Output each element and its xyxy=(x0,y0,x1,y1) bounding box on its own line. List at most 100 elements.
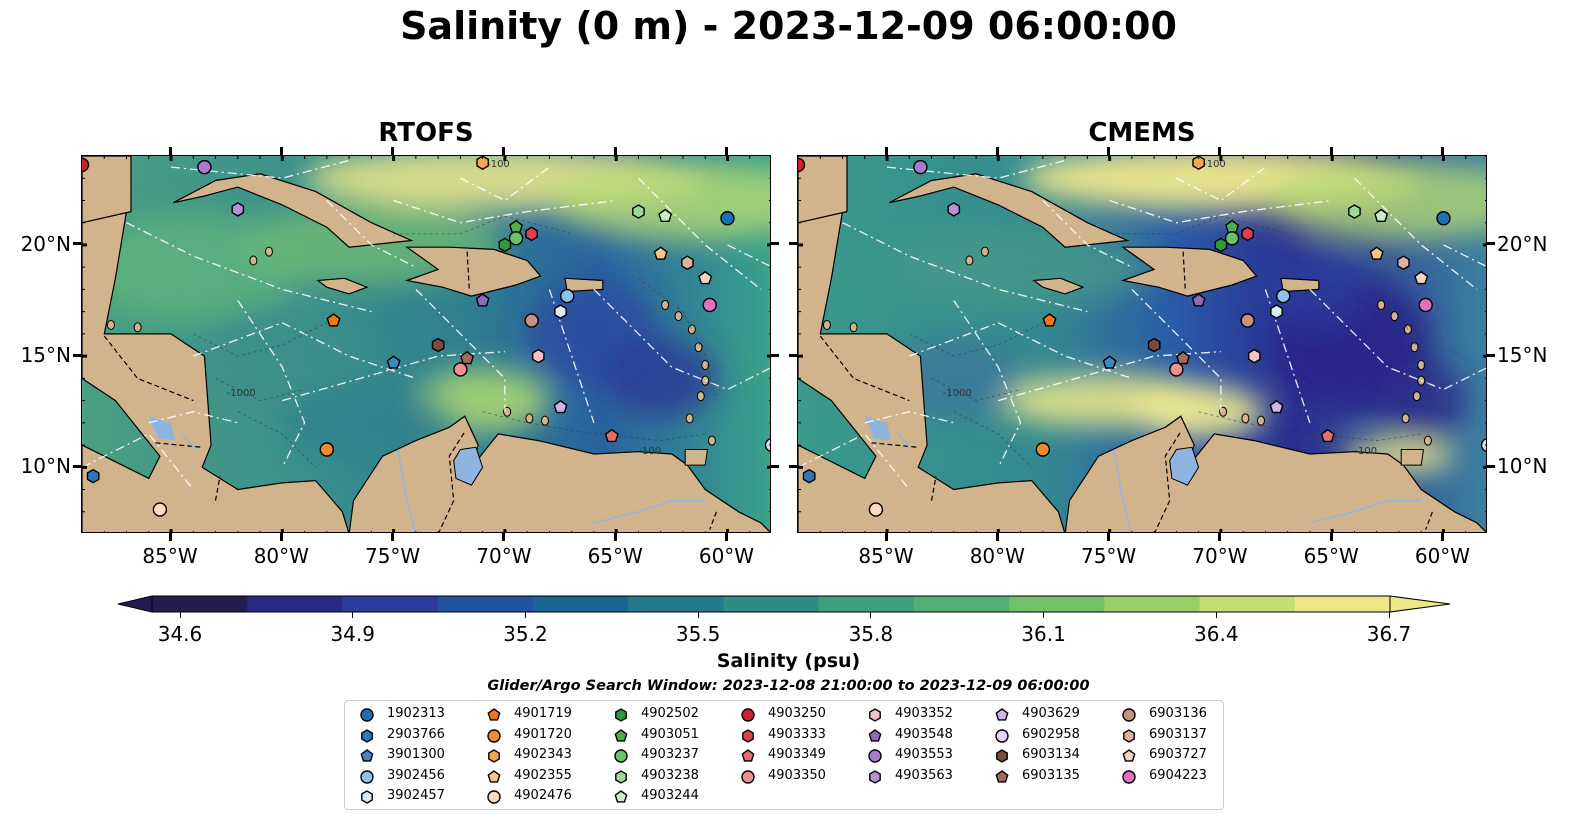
float-marker-4901720[interactable] xyxy=(319,442,335,457)
float-marker-6903134[interactable] xyxy=(1147,337,1161,353)
float-marker-4903350[interactable] xyxy=(453,362,468,377)
lon-tick-mark xyxy=(391,147,395,155)
float-marker-1902313[interactable] xyxy=(720,211,735,226)
float-marker-3901300[interactable] xyxy=(1102,355,1117,369)
float-marker-6903137[interactable] xyxy=(1397,255,1410,271)
legend-marker-4903629[interactable] xyxy=(995,708,1009,721)
legend-marker-4903244[interactable] xyxy=(614,790,628,803)
float-marker-4903350[interactable] xyxy=(1169,362,1184,377)
legend-marker-4903349[interactable] xyxy=(741,749,755,762)
float-marker-2903766[interactable] xyxy=(86,468,100,484)
float-marker-6903137[interactable] xyxy=(681,255,694,271)
float-marker-6903135[interactable] xyxy=(460,350,475,365)
float-marker-4903238[interactable] xyxy=(632,204,645,219)
float-marker-4902355[interactable] xyxy=(653,246,668,260)
float-marker-3901300[interactable] xyxy=(386,355,401,369)
float-marker-4903238[interactable] xyxy=(1348,204,1361,219)
lon-tick-label: 80°W xyxy=(253,544,309,568)
legend-marker-6903136[interactable] xyxy=(1122,708,1136,722)
float-marker-6903727[interactable] xyxy=(1414,270,1429,285)
legend-marker-icon xyxy=(614,728,628,742)
legend-marker-4902476[interactable] xyxy=(487,790,501,804)
float-marker-3902457[interactable] xyxy=(1270,304,1283,319)
float-marker-6903134[interactable] xyxy=(431,337,445,353)
legend-marker-6904223[interactable] xyxy=(1122,769,1136,784)
legend-marker-4903352[interactable] xyxy=(869,708,881,722)
float-marker-4903237[interactable] xyxy=(1224,231,1240,246)
legend-marker-4903350[interactable] xyxy=(741,769,755,784)
float-marker-6903135[interactable] xyxy=(1176,350,1191,365)
float-marker-4903563[interactable] xyxy=(231,202,245,217)
float-marker-4903548[interactable] xyxy=(475,293,490,307)
float-marker-4903349[interactable] xyxy=(604,428,619,443)
float-marker-3902456[interactable] xyxy=(1276,288,1291,304)
legend-marker-4903238[interactable] xyxy=(615,769,627,784)
legend-marker-1902313[interactable] xyxy=(360,708,374,722)
float-marker-6902958[interactable] xyxy=(1480,438,1488,452)
legend-marker-4903548[interactable] xyxy=(868,728,882,742)
float-marker-4901719[interactable] xyxy=(326,313,341,327)
float-marker-4903553[interactable] xyxy=(197,159,212,175)
float-marker-4902355[interactable] xyxy=(1369,246,1384,260)
float-marker-6903136[interactable] xyxy=(1240,313,1255,328)
float-marker-4903563[interactable] xyxy=(947,202,961,217)
float-marker-4902343[interactable] xyxy=(476,156,489,171)
legend-marker-4903333[interactable] xyxy=(742,728,754,743)
legend-marker-6902958[interactable] xyxy=(995,728,1009,743)
legend-marker-3901300[interactable] xyxy=(360,749,374,762)
legend-marker-4902355[interactable] xyxy=(487,769,501,783)
float-marker-6903136[interactable] xyxy=(524,313,539,328)
legend-marker-2903766[interactable] xyxy=(361,728,373,743)
float-marker-4903244[interactable] xyxy=(1374,208,1389,223)
legend-marker-4903051[interactable] xyxy=(614,728,628,742)
float-marker-4903629[interactable] xyxy=(1269,399,1284,414)
legend-marker-4903250[interactable] xyxy=(741,708,755,722)
legend-marker-6903727[interactable] xyxy=(1122,749,1136,762)
legend-marker-6903137[interactable] xyxy=(1123,728,1135,743)
float-marker-4902476[interactable] xyxy=(868,502,884,517)
legend-marker-4903237[interactable] xyxy=(614,749,628,763)
float-marker-4903349[interactable] xyxy=(1320,428,1335,443)
float-marker-4903250[interactable] xyxy=(798,157,806,173)
float-marker-4903352[interactable] xyxy=(1248,348,1261,364)
float-marker-4903548[interactable] xyxy=(1191,293,1206,307)
float-marker-4903553[interactable] xyxy=(913,159,928,175)
float-marker-4902476[interactable] xyxy=(152,502,168,517)
float-marker-4902502[interactable] xyxy=(498,237,512,253)
legend-label: 4903250 xyxy=(768,706,826,721)
float-marker-4901720[interactable] xyxy=(1035,442,1051,457)
map-panel-cmems[interactable]: -100 -1000 -100 xyxy=(797,155,1487,533)
float-marker-3902457[interactable] xyxy=(554,304,567,319)
float-marker-4903237[interactable] xyxy=(508,231,524,246)
lat-tick-label-left: 20°N xyxy=(20,231,71,256)
float-marker-6904223[interactable] xyxy=(1418,297,1433,313)
legend-marker-6903135[interactable] xyxy=(995,769,1009,783)
float-marker-2903766[interactable] xyxy=(802,468,816,484)
float-marker-4903333[interactable] xyxy=(525,226,538,242)
legend-marker-4903563[interactable] xyxy=(869,769,881,784)
float-marker-4902343[interactable] xyxy=(1192,156,1205,171)
legend-marker-3902456[interactable] xyxy=(360,769,374,784)
legend-marker-4902343[interactable] xyxy=(488,749,500,763)
legend-marker-4901720[interactable] xyxy=(487,728,501,743)
legend-marker-6903134[interactable] xyxy=(996,749,1008,763)
float-marker-4903352[interactable] xyxy=(532,348,545,364)
float-marker-4902502[interactable] xyxy=(1214,237,1228,253)
float-marker-6903727[interactable] xyxy=(698,270,713,285)
float-marker-4903250[interactable] xyxy=(82,157,90,173)
map-panel-rtofs[interactable]: -100 -1000 -100 xyxy=(81,155,771,533)
float-marker-4901719[interactable] xyxy=(1042,313,1057,327)
legend-marker-icon xyxy=(487,728,501,743)
float-marker-4903333[interactable] xyxy=(1241,226,1254,242)
legend-marker-4902502[interactable] xyxy=(615,708,627,722)
colorbar-title: Salinity (psu) xyxy=(716,650,861,672)
float-marker-6902958[interactable] xyxy=(764,438,772,452)
legend-marker-4903553[interactable] xyxy=(868,749,882,763)
float-marker-3902456[interactable] xyxy=(560,288,575,304)
legend-marker-3902457[interactable] xyxy=(361,790,373,804)
float-marker-6904223[interactable] xyxy=(702,297,717,313)
float-marker-4903629[interactable] xyxy=(553,399,568,414)
float-marker-1902313[interactable] xyxy=(1436,211,1451,226)
legend-marker-4901719[interactable] xyxy=(487,708,501,721)
float-marker-4903244[interactable] xyxy=(658,208,673,223)
